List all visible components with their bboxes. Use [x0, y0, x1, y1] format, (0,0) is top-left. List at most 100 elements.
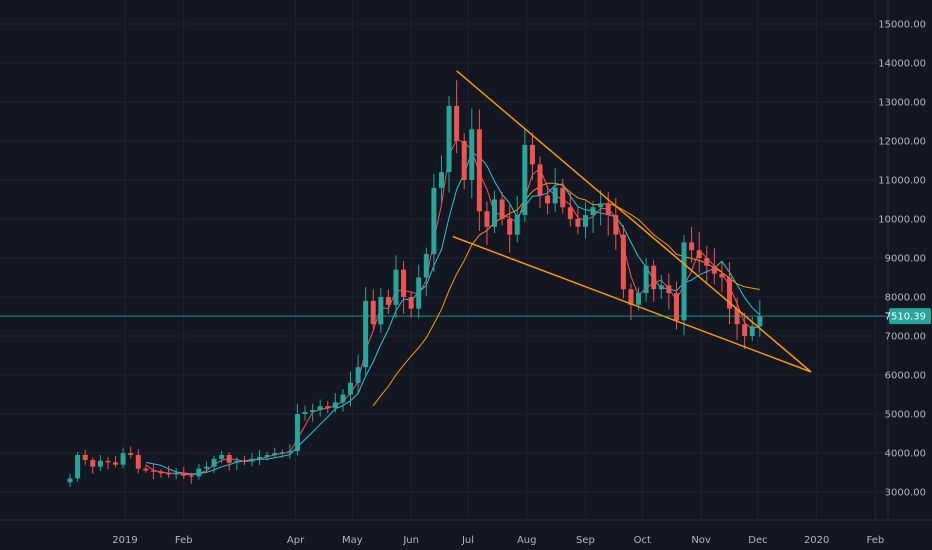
candle-body: [408, 297, 414, 309]
candle-body: [590, 207, 596, 216]
candle-body: [317, 406, 323, 411]
last-price-badge: [889, 308, 931, 325]
candle-body: [82, 454, 88, 461]
candle-body: [219, 454, 225, 459]
candle-body: [469, 129, 475, 180]
candle-body: [567, 207, 573, 219]
y-tick-label: 4000.00: [885, 449, 926, 460]
candle-body: [658, 285, 664, 290]
y-tick-label: 6000.00: [885, 371, 926, 382]
trendlines: [452, 70, 812, 373]
candle-body: [711, 265, 717, 274]
candle-body: [537, 164, 543, 196]
candle-body: [423, 254, 429, 278]
candle-body: [340, 394, 346, 403]
candle-body: [143, 468, 149, 471]
x-tick-label: May: [342, 535, 363, 546]
last-price-label: 7510.39: [885, 312, 926, 323]
y-tick-label: 7000.00: [885, 332, 926, 343]
candle-body: [545, 195, 551, 204]
candle-body: [749, 326, 755, 336]
candle-body: [173, 472, 179, 475]
x-tick-label: Jun: [402, 535, 419, 546]
candle-body: [499, 199, 505, 219]
moving-average-line: [372, 182, 760, 407]
candle-body: [689, 242, 695, 251]
candle-body: [279, 452, 285, 454]
x-tick-label: Nov: [691, 535, 711, 546]
candle-body: [613, 215, 619, 235]
x-tick-label: Apr: [287, 535, 305, 546]
candle-body: [742, 324, 748, 336]
x-tick-label: 2019: [112, 535, 137, 546]
candle-body: [620, 234, 626, 290]
candle-body: [166, 473, 172, 475]
candle-body: [370, 300, 376, 325]
candle-body: [234, 460, 240, 463]
candle-body: [446, 105, 452, 173]
candle-body: [492, 199, 498, 227]
candle-body: [211, 458, 217, 467]
candle-body: [643, 265, 649, 294]
candle-body: [628, 289, 634, 305]
y-tick-label: 15000.00: [878, 20, 926, 31]
candle-body: [681, 242, 687, 321]
candle-body: [75, 454, 81, 479]
candle-body: [636, 293, 642, 305]
candle-body: [666, 285, 672, 294]
candle-body: [264, 454, 270, 457]
candle-body: [582, 215, 588, 227]
grid-layer: [0, 0, 888, 520]
x-tick-label: Jul: [461, 535, 474, 546]
candle-body: [203, 466, 209, 469]
candle-body: [393, 269, 399, 305]
y-tick-label: 13000.00: [878, 98, 926, 109]
candle-body: [196, 468, 202, 477]
candle-body: [560, 187, 566, 208]
y-tick-label: 8000.00: [885, 293, 926, 304]
candle-body: [287, 451, 293, 453]
candle-body: [378, 297, 384, 325]
candle-body: [188, 475, 194, 477]
last-price-tag: 7510.39: [885, 308, 931, 325]
candle-body: [150, 470, 156, 472]
candle-body: [385, 297, 391, 305]
candle-body: [355, 367, 361, 383]
candle-body: [105, 460, 111, 463]
candle-body: [651, 265, 657, 290]
candle-body: [454, 105, 460, 141]
candle-body: [332, 402, 338, 409]
x-tick-label: Aug: [517, 535, 537, 546]
candle-body: [325, 406, 331, 409]
y-tick-label: 14000.00: [878, 59, 926, 70]
candle-body: [696, 250, 702, 258]
candle-body: [507, 219, 513, 235]
candle-body: [431, 187, 437, 255]
moving-averages: [145, 139, 761, 476]
candle-body: [552, 187, 558, 204]
candle-body: [522, 144, 528, 216]
x-tick-label: Oct: [634, 535, 651, 546]
candle-body: [348, 382, 354, 395]
candle-body: [401, 269, 407, 297]
candle-body: [461, 141, 467, 180]
candle-body: [241, 460, 247, 462]
candle-body: [67, 478, 73, 483]
trendline: [452, 235, 812, 373]
candle-body: [97, 460, 103, 467]
candle-body: [158, 471, 164, 474]
x-tick-label: Sep: [576, 535, 595, 546]
candle-body: [226, 454, 232, 463]
candle-body: [514, 215, 520, 235]
candle-body: [272, 453, 278, 455]
candle-body: [113, 462, 119, 465]
y-tick-label: 10000.00: [878, 215, 926, 226]
y-tick-label: 3000.00: [885, 488, 926, 499]
candle-body: [310, 410, 316, 413]
candle-body: [294, 414, 300, 452]
candle-body: [416, 277, 422, 309]
y-tick-label: 11000.00: [878, 176, 926, 187]
candle-body: [135, 454, 141, 469]
candle-body: [257, 456, 263, 459]
